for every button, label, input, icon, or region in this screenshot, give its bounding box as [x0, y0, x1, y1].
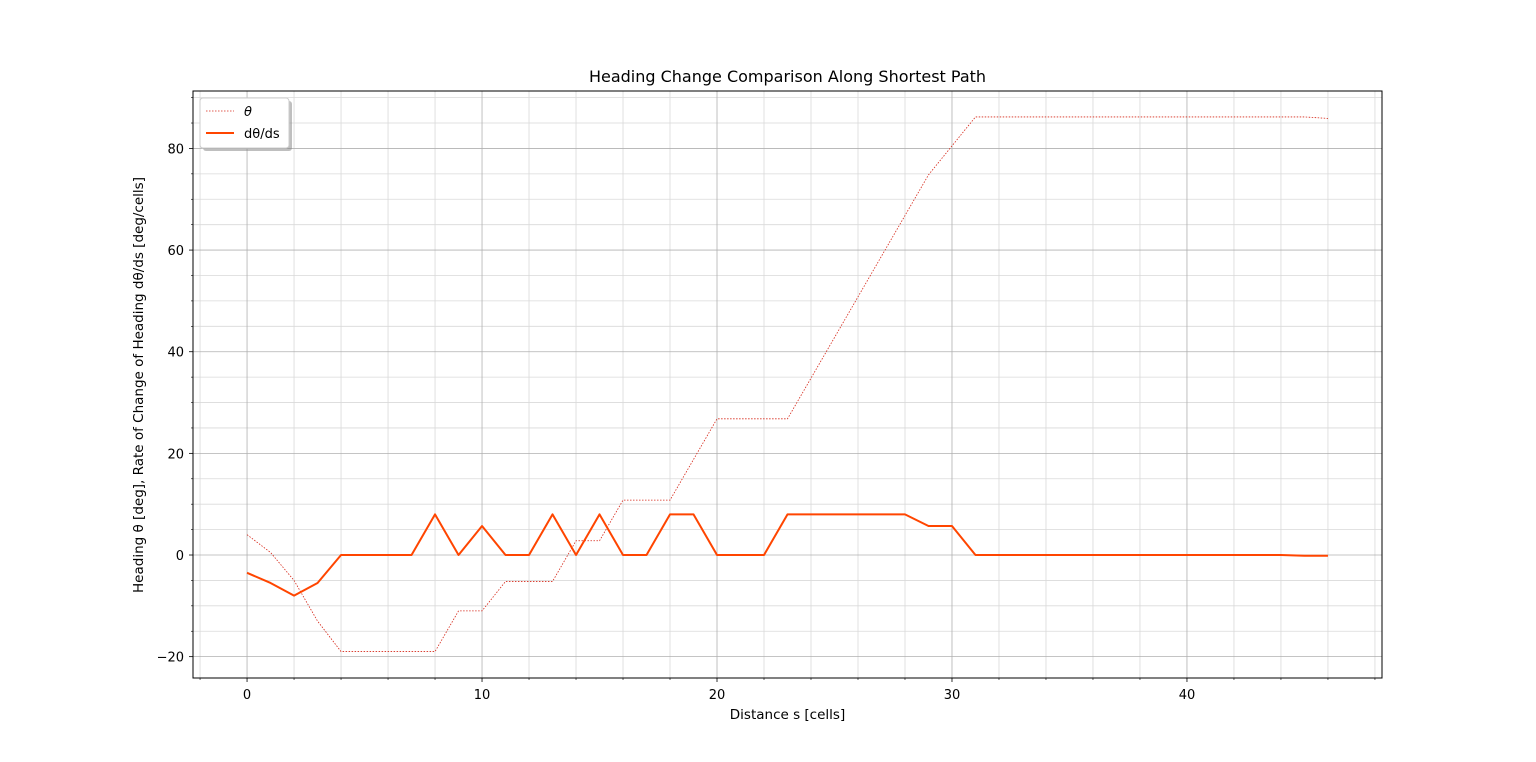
y-axis-label: Heading θ [deg], Rate of Change of Headi… — [131, 177, 147, 593]
y-tick-label: 40 — [167, 346, 184, 361]
chart-title: Heading Change Comparison Along Shortest… — [589, 67, 986, 86]
plot-frame — [192, 90, 1383, 679]
legend-label-theta: θ — [244, 105, 252, 120]
plot-area — [193, 91, 1382, 678]
x-tick-label: 40 — [1179, 688, 1196, 703]
x-tick-label: 30 — [944, 688, 961, 703]
y-tick-label: −20 — [157, 651, 184, 666]
legend-box — [199, 97, 290, 149]
series-line-theta — [246, 116, 1328, 652]
legend: θ dθ/ds — [199, 97, 292, 151]
y-tick-label: 20 — [167, 447, 184, 462]
y-axis-ticks: −20 0 20 40 60 80 — [157, 97, 193, 666]
series-line-dtheta-ds — [246, 513, 1328, 597]
series-layer — [246, 116, 1328, 652]
x-axis-label: Distance s [cells] — [730, 707, 845, 723]
x-tick-label: 0 — [243, 688, 251, 703]
y-tick-label: 0 — [176, 549, 184, 564]
x-tick-label: 20 — [709, 688, 726, 703]
legend-label-dtheta-ds: dθ/ds — [244, 127, 280, 142]
x-tick-label: 10 — [474, 688, 491, 703]
y-tick-label: 60 — [167, 244, 184, 259]
x-axis-ticks: 0 10 20 30 40 — [199, 678, 1376, 703]
minor-grid — [193, 91, 1382, 678]
y-tick-label: 80 — [167, 142, 184, 157]
